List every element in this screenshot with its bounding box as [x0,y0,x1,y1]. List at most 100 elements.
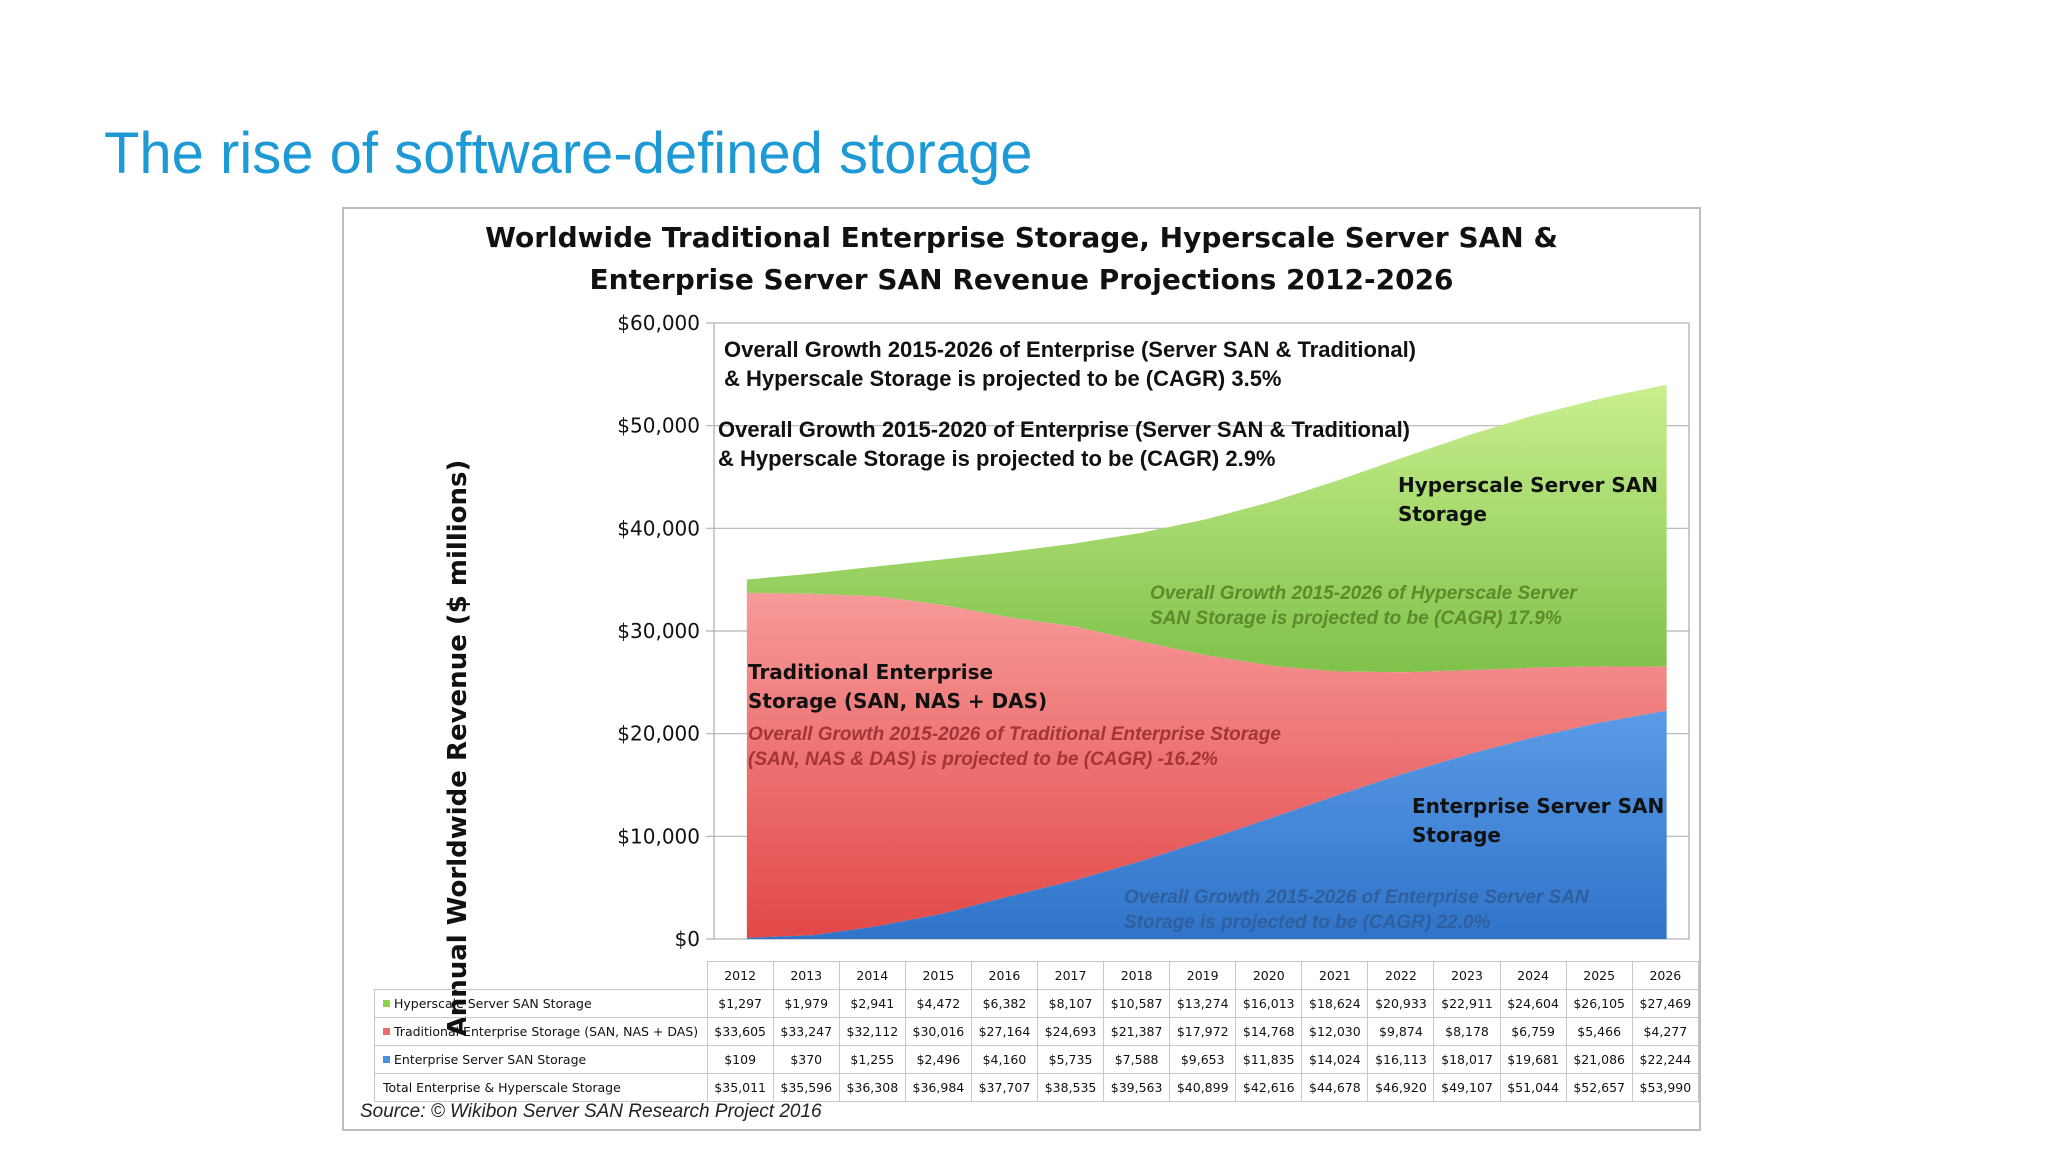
table-row-traditional: Traditional Enterprise Storage (SAN, NAS… [374,1017,1700,1046]
table-cell: $14,768 [1235,1017,1303,1046]
table-cell: $26,105 [1565,989,1633,1018]
table-cell: $27,164 [970,1017,1039,1046]
table-row-enterprise-server-san: Enterprise Server SAN Storage $109 $370 $1,… [374,1045,1700,1074]
table-cell: $7,588 [1103,1045,1171,1074]
table-cell: $4,160 [970,1045,1039,1074]
table-cell: $16,013 [1235,989,1303,1018]
table-cell: 2025 [1565,961,1633,990]
table-cell: $17,972 [1169,1017,1237,1046]
y-tick-label: $40,000 [617,516,700,540]
table-cell: $16,113 [1367,1045,1435,1074]
table-cell: $13,274 [1169,989,1237,1018]
table-cell: $24,604 [1499,989,1567,1018]
table-cell: 2013 [772,961,840,990]
traditional-area [746,592,1667,938]
legend-label: Hyperscale Server SAN Storage [394,996,592,1011]
table-cell: $36,984 [904,1073,972,1102]
table-row-header: Total Enterprise & Hyperscale Storage [374,1073,708,1102]
enterprise-server-san-growth-note: Overall Growth 2015-2026 of Enterprise S… [1124,887,1589,933]
table-cell: 2017 [1036,961,1105,990]
table-cell: $2,941 [838,989,906,1018]
chart-frame: $0 $10,000 $20,000 $30,000 $40,000 $50,000 $60… [342,207,1701,1131]
hyperscale-series-label: Hyperscale Server SAN Storage [1398,473,1659,526]
table-cell: $22,244 [1631,1045,1700,1074]
table-cell: $35,596 [772,1073,840,1102]
table-cell: $42,616 [1235,1073,1303,1102]
table-cell: $53,990 [1631,1073,1700,1102]
table-cell: $51,044 [1499,1073,1567,1102]
chart-plot: $0 $10,000 $20,000 $30,000 $40,000 $50,000 $60… [617,311,1690,951]
table-cell: $21,086 [1565,1045,1633,1074]
hyperscale-area [746,384,1667,673]
legend-label: Total Enterprise & Hyperscale Storage [383,1080,621,1095]
chart-source: Source: © Wikibon Server SAN Research Pr… [360,1101,822,1122]
table-cell: 2024 [1499,961,1567,990]
table-cell: $1,255 [838,1045,906,1074]
table-cell: $21,387 [1103,1017,1171,1046]
table-cell: $52,657 [1565,1073,1633,1102]
table-cell: $6,759 [1499,1017,1567,1046]
table-cell: 2021 [1301,961,1369,990]
table-cell: 2018 [1103,961,1171,990]
enterprise-server-san-series-label: Enterprise Server SAN Storage [1412,794,1665,847]
table-cell: $36,308 [838,1073,906,1102]
table-cell: $18,624 [1301,989,1369,1018]
y-tick-label: $60,000 [617,311,700,335]
table-cell: $27,469 [1631,989,1700,1018]
y-tick-label: $50,000 [617,414,700,438]
table-cell: $5,466 [1565,1017,1633,1046]
traditional-series-label: Traditional Enterprise Storage (SAN, NAS… [748,660,1048,713]
legend-label: Traditional Enterprise Storage (SAN, NAS… [394,1024,699,1039]
y-tick-label: $10,000 [617,824,700,848]
table-cell: 2012 [706,961,774,990]
table-cell: $12,030 [1301,1017,1369,1046]
annotation-overall-2020: Overall Growth 2015-2020 of Enterprise (… [718,417,1411,471]
table-cell: $6,382 [970,989,1039,1018]
table-cell: $20,933 [1367,989,1435,1018]
table-row-header: Traditional Enterprise Storage (SAN, NAS… [374,1017,708,1046]
table-cell: $49,107 [1433,1073,1501,1102]
table-row-header: Hyperscale Server SAN Storage [374,989,708,1018]
table-cell: $37,707 [970,1073,1039,1102]
table-cell: $14,024 [1301,1045,1369,1074]
table-cell: 2022 [1367,961,1435,990]
table-cell: 2019 [1169,961,1237,990]
legend-swatch [383,1000,390,1007]
chart-data-table: 2012 2013 2014 2015 2016 2017 2018 2019 2020 2021… [374,961,1700,1102]
table-cell: $370 [772,1045,840,1074]
legend-label: Enterprise Server SAN Storage [394,1052,587,1067]
table-cell: $39,563 [1103,1073,1171,1102]
table-row-hyperscale: Hyperscale Server SAN Storage $1,297 $1,97… [374,989,1700,1018]
table-cell: $4,472 [904,989,972,1018]
table-row-header [375,962,708,990]
table-cell: $24,693 [1036,1017,1105,1046]
table-cell: $38,535 [1036,1073,1105,1102]
table-cell: 2014 [838,961,906,990]
table-cell: $18,017 [1433,1045,1501,1074]
table-cell: $9,653 [1169,1045,1237,1074]
enterprise-server-san-area [746,710,1667,939]
table-cell: 2016 [970,961,1039,990]
table-cell: $8,178 [1433,1017,1501,1046]
table-cell: $30,016 [904,1017,972,1046]
table-cell: $11,835 [1235,1045,1303,1074]
table-row-header: Enterprise Server SAN Storage [374,1045,708,1074]
table-cell: $10,587 [1103,989,1171,1018]
table-cell: $19,681 [1499,1045,1567,1074]
table-cell: $8,107 [1036,989,1105,1018]
table-cell: 2023 [1433,961,1501,990]
table-cell: $40,899 [1169,1073,1237,1102]
legend-swatch [383,1028,390,1035]
chart-title-line-1: Worldwide Traditional Enterprise Storage… [485,221,1558,254]
chart-title-line-2: Enterprise Server SAN Revenue Projection… [589,263,1454,296]
table-cell: $32,112 [838,1017,906,1046]
y-tick-label: $30,000 [617,619,700,643]
table-cell: $1,297 [706,989,774,1018]
table-cell: $22,911 [1433,989,1501,1018]
y-tick-label: $0 [675,927,700,951]
table-cell: 2026 [1631,961,1700,990]
table-cell: $9,874 [1367,1017,1435,1046]
hyperscale-growth-note: Overall Growth 2015-2026 of Hyperscale S… [1150,583,1577,629]
legend-swatch [383,1056,390,1063]
annotation-overall-2026: Overall Growth 2015-2026 of Enterprise (… [724,337,1417,391]
